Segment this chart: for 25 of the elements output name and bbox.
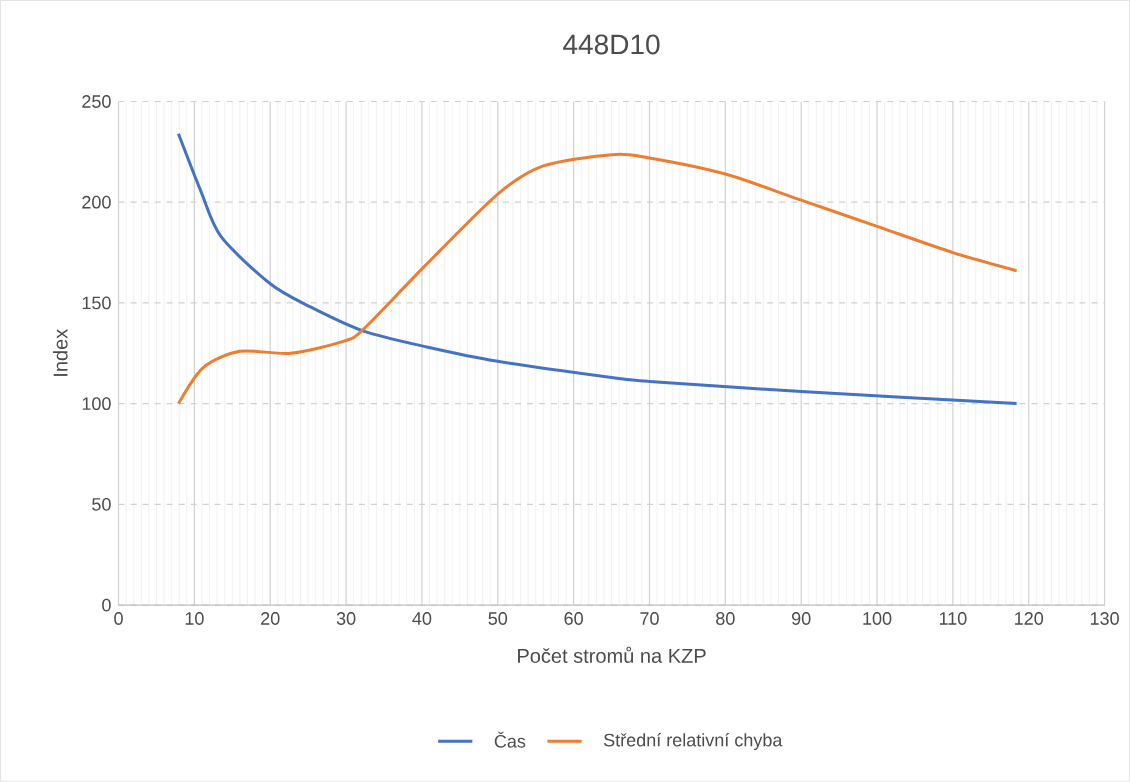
x-tick-label: 90 (792, 612, 811, 626)
x-tick-label: 120 (1015, 612, 1044, 626)
y-tick-label: 250 (82, 95, 111, 109)
y-tick-label: 200 (82, 196, 111, 209)
x-tick-label: 100 (863, 612, 892, 626)
x-tick-label: 110 (939, 612, 967, 626)
x-tick-label: 80 (716, 612, 735, 626)
x-tick-label: 70 (640, 612, 659, 626)
y-tick-label: 0 (102, 598, 111, 612)
y-tick-label: 100 (82, 397, 111, 411)
x-tick-label: 130 (1090, 612, 1119, 626)
x-tick-label: 40 (412, 612, 432, 626)
y-tick-label: 50 (92, 498, 111, 511)
legend-label: Čas (494, 731, 526, 748)
x-tick-label: 10 (185, 612, 204, 626)
x-tick-label: 0 (114, 612, 123, 626)
legend-label: Střední relativní chyba (603, 733, 783, 751)
x-tick-label: 30 (336, 612, 356, 626)
chart-title: 448D10 (563, 34, 660, 55)
x-axis-title: Počet stromů na KZP (518, 646, 706, 664)
x-tick-label: 60 (564, 612, 583, 626)
y-tick-label: 150 (82, 296, 111, 310)
y-axis-title: Index (52, 329, 68, 377)
x-tick-label: 50 (488, 612, 508, 626)
x-tick-label: 20 (261, 612, 280, 626)
